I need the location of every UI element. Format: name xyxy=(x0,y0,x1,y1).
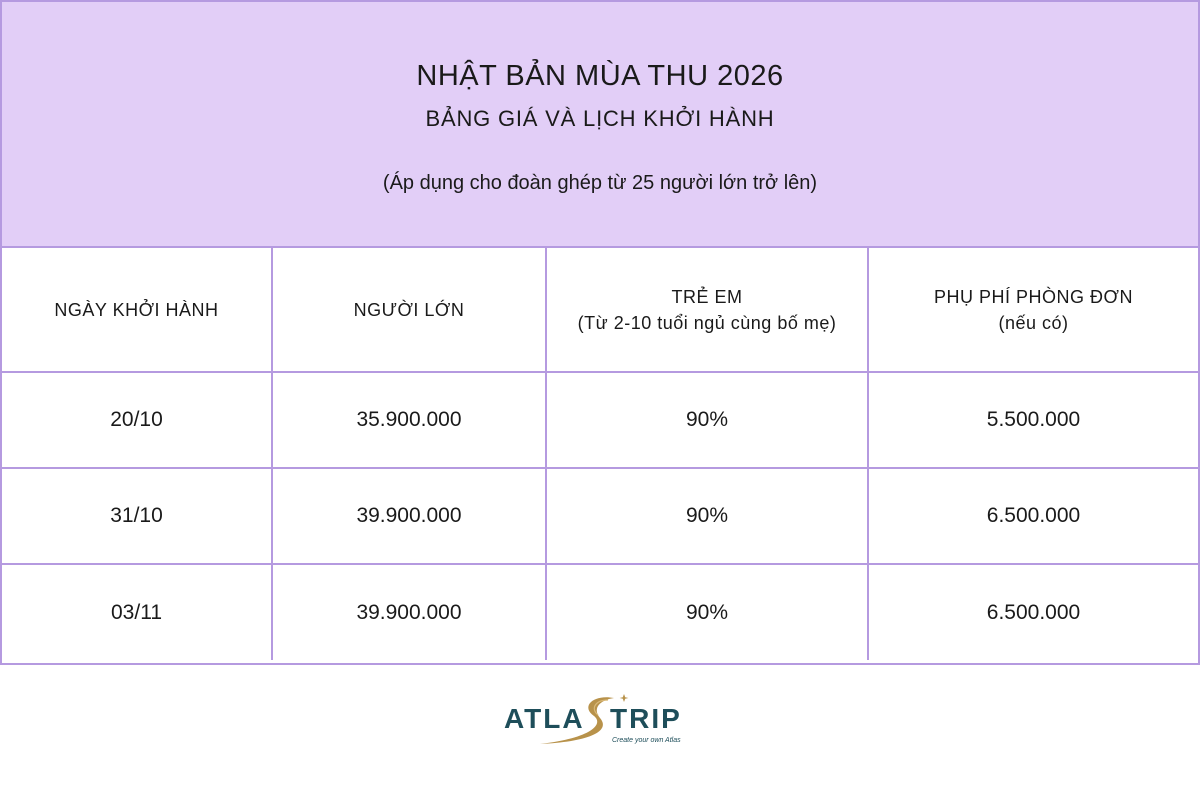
adult-price-cell: 39.900.000 xyxy=(272,468,547,565)
column-header-label: PHỤ PHÍ PHÒNG ĐƠN xyxy=(934,286,1133,307)
table-row: 03/11 39.900.000 90% 6.500.000 xyxy=(2,564,1198,660)
column-header-departure-date: NGÀY KHỞI HÀNH xyxy=(2,248,273,373)
price-table: NGÀY KHỞI HÀNH NGƯỜI LỚN TRẺ EM (Từ 2-10… xyxy=(2,248,1198,660)
logo-text-left: ATLA xyxy=(504,703,585,734)
departure-date-cell: 31/10 xyxy=(2,468,273,565)
column-header-single-room: PHỤ PHÍ PHÒNG ĐƠN (nếu có) xyxy=(868,248,1198,373)
atlastrip-logo: ATLA TRIP Create your own Atlas xyxy=(504,694,682,744)
group-size-note: (Áp dụng cho đoàn ghép từ 25 người lớn t… xyxy=(382,172,818,194)
departure-date-cell: 03/11 xyxy=(2,564,273,660)
price-table-frame: NHẬT BẢN MÙA THU 2026 BẢNG GIÁ VÀ LỊCH K… xyxy=(0,0,1200,665)
adult-price-cell: 35.900.000 xyxy=(272,372,547,469)
column-header-child: TRẺ EM (Từ 2-10 tuổi ngủ cùng bố mẹ) xyxy=(546,248,869,373)
column-header-label: TRẺ EM xyxy=(671,286,743,307)
logo-text-right: TRIP xyxy=(610,703,682,734)
child-price-cell: 90% xyxy=(546,564,869,660)
column-header-adult: NGƯỜI LỚN xyxy=(272,248,547,373)
table-header-row: NGÀY KHỞI HÀNH NGƯỜI LỚN TRẺ EM (Từ 2-10… xyxy=(2,248,1198,373)
page-title: NHẬT BẢN MÙA THU 2026 xyxy=(416,60,784,92)
logo-tagline: Create your own Atlas xyxy=(612,737,681,744)
logo-swoosh-highlight xyxy=(593,699,609,716)
single-room-fee-cell: 5.500.000 xyxy=(868,372,1198,469)
column-header-sublabel: (nếu có) xyxy=(998,312,1069,333)
single-room-fee-cell: 6.500.000 xyxy=(868,468,1198,565)
table-row: 31/10 39.900.000 90% 6.500.000 xyxy=(2,468,1198,565)
column-header-label: NGÀY KHỞI HÀNH xyxy=(54,299,219,320)
column-header-label: NGƯỜI LỚN xyxy=(353,299,465,320)
table-header-banner: NHẬT BẢN MÙA THU 2026 BẢNG GIÁ VÀ LỊCH K… xyxy=(2,2,1198,248)
adult-price-cell: 39.900.000 xyxy=(272,564,547,660)
departure-date-cell: 20/10 xyxy=(2,372,273,469)
single-room-fee-cell: 6.500.000 xyxy=(986,600,1081,624)
child-price-cell: 90% xyxy=(546,468,869,565)
table-row: 20/10 35.900.000 90% 5.500.000 xyxy=(2,372,1198,469)
column-header-sublabel: (Từ 2-10 tuổi ngủ cùng bố mẹ) xyxy=(577,312,837,333)
child-price-cell: 90% xyxy=(546,372,869,469)
logo-star-icon xyxy=(619,694,629,702)
page-subtitle: BẢNG GIÁ VÀ LỊCH KHỞI HÀNH xyxy=(425,106,775,131)
logo-swoosh xyxy=(540,697,614,744)
